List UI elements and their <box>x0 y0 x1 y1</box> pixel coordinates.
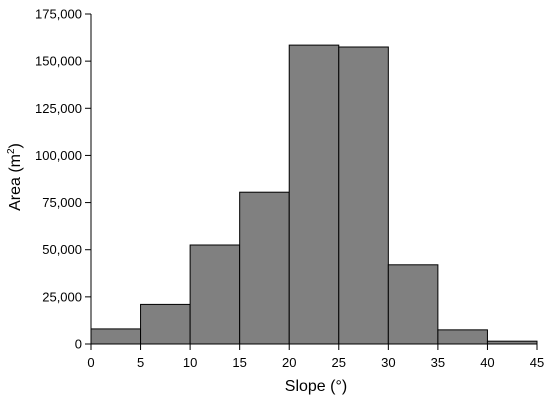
histogram-bar <box>90 328 142 345</box>
x-tick-label: 30 <box>381 355 395 370</box>
y-axis-title-superscript: 2 <box>6 148 17 154</box>
x-axis-title: Slope (°) <box>285 378 347 395</box>
bars-group <box>90 44 538 345</box>
y-tick-label: 175,000 <box>35 7 82 22</box>
y-tick-label: 100,000 <box>35 148 82 163</box>
y-tick-label: 150,000 <box>35 54 82 69</box>
y-tick-label: 75,000 <box>42 195 82 210</box>
x-tick-label: 40 <box>480 355 494 370</box>
x-tick-label: 10 <box>183 355 197 370</box>
histogram-bar <box>338 46 389 345</box>
histogram-bar <box>140 303 191 345</box>
y-axis-title-base: Area (m <box>7 154 24 211</box>
y-ticks-group: 0 25,000 50,000 75,000 100,000 125,000 150,000… <box>35 7 91 352</box>
y-tick-label: 25,000 <box>42 289 82 304</box>
x-tick-label: 0 <box>87 355 94 370</box>
x-tick-label: 45 <box>530 355 544 370</box>
histogram-bar <box>288 44 340 345</box>
histogram-bar <box>387 264 439 345</box>
y-tick-label: 0 <box>75 337 82 352</box>
x-tick-label: 15 <box>232 355 246 370</box>
x-ticks-group: 0 5 10 15 20 25 30 35 40 45 <box>87 344 544 370</box>
y-axis-title: Area (m2) <box>6 143 24 211</box>
histogram-bar <box>437 329 488 345</box>
histogram-bar <box>239 191 290 345</box>
x-tick-label: 20 <box>282 355 296 370</box>
y-tick-label: 125,000 <box>35 101 82 116</box>
histogram-bar <box>189 244 241 345</box>
y-axis-title-end: ) <box>7 143 24 148</box>
y-tick-label: 50,000 <box>42 242 82 257</box>
x-tick-label: 25 <box>332 355 346 370</box>
x-tick-label: 5 <box>137 355 144 370</box>
x-tick-label: 35 <box>431 355 445 370</box>
